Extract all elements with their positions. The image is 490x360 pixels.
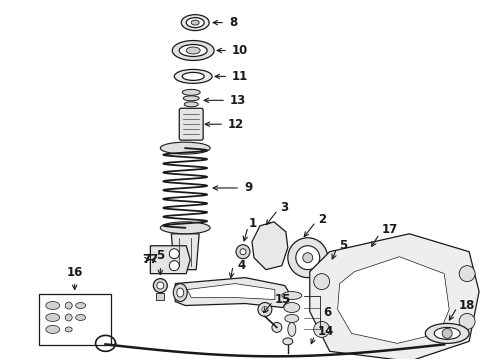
Text: 8: 8 xyxy=(229,16,237,29)
Ellipse shape xyxy=(46,302,60,310)
Circle shape xyxy=(236,245,250,259)
Circle shape xyxy=(442,328,452,338)
Text: 11: 11 xyxy=(232,70,248,83)
Ellipse shape xyxy=(153,279,167,293)
Text: 2: 2 xyxy=(318,213,326,226)
Ellipse shape xyxy=(46,325,60,333)
Circle shape xyxy=(459,314,475,329)
Circle shape xyxy=(303,253,313,263)
Text: 12: 12 xyxy=(228,118,245,131)
Circle shape xyxy=(288,238,328,278)
Circle shape xyxy=(314,274,330,289)
Ellipse shape xyxy=(179,45,207,57)
Ellipse shape xyxy=(182,89,200,95)
Ellipse shape xyxy=(157,282,164,289)
Ellipse shape xyxy=(184,102,198,107)
Ellipse shape xyxy=(172,41,214,60)
Polygon shape xyxy=(252,222,288,270)
Ellipse shape xyxy=(182,72,204,80)
Ellipse shape xyxy=(191,20,199,25)
Text: 7: 7 xyxy=(149,253,157,266)
Ellipse shape xyxy=(65,302,72,309)
Text: 16: 16 xyxy=(67,266,83,279)
Ellipse shape xyxy=(46,314,60,321)
Circle shape xyxy=(262,306,268,312)
Polygon shape xyxy=(338,257,449,343)
FancyBboxPatch shape xyxy=(179,108,203,140)
Ellipse shape xyxy=(65,314,72,321)
Ellipse shape xyxy=(177,288,184,297)
Text: 9: 9 xyxy=(244,181,252,194)
Text: 4: 4 xyxy=(237,259,245,272)
Ellipse shape xyxy=(285,315,299,323)
Ellipse shape xyxy=(75,315,86,320)
Text: 18: 18 xyxy=(459,299,476,312)
Polygon shape xyxy=(310,234,479,360)
Ellipse shape xyxy=(284,302,300,312)
Ellipse shape xyxy=(173,284,187,302)
Ellipse shape xyxy=(186,47,200,54)
Ellipse shape xyxy=(65,327,72,332)
Text: 6: 6 xyxy=(324,306,332,319)
FancyBboxPatch shape xyxy=(39,293,111,345)
Text: 3: 3 xyxy=(280,201,288,215)
Circle shape xyxy=(272,323,282,332)
Polygon shape xyxy=(150,246,190,274)
Ellipse shape xyxy=(160,142,210,154)
Ellipse shape xyxy=(183,96,199,101)
Ellipse shape xyxy=(434,328,460,339)
FancyBboxPatch shape xyxy=(156,293,164,300)
Ellipse shape xyxy=(75,302,86,309)
Text: 1: 1 xyxy=(249,217,257,230)
Circle shape xyxy=(169,261,179,271)
Ellipse shape xyxy=(283,338,293,345)
Polygon shape xyxy=(321,263,348,283)
Circle shape xyxy=(314,321,330,337)
Circle shape xyxy=(459,266,475,282)
Ellipse shape xyxy=(160,222,210,234)
Circle shape xyxy=(169,249,179,259)
Ellipse shape xyxy=(174,69,212,84)
Polygon shape xyxy=(172,234,199,270)
Ellipse shape xyxy=(186,18,204,28)
Ellipse shape xyxy=(282,292,302,300)
Text: 10: 10 xyxy=(232,44,248,57)
Circle shape xyxy=(240,249,246,255)
Text: 7: 7 xyxy=(142,253,150,266)
Polygon shape xyxy=(187,284,275,300)
Circle shape xyxy=(258,302,272,316)
Ellipse shape xyxy=(425,323,469,343)
Circle shape xyxy=(296,246,319,270)
Text: 5: 5 xyxy=(339,239,347,252)
Text: 17: 17 xyxy=(382,223,398,236)
Text: 14: 14 xyxy=(318,325,334,338)
Text: 5: 5 xyxy=(156,249,165,262)
Text: 13: 13 xyxy=(230,94,246,107)
Ellipse shape xyxy=(181,15,209,31)
Ellipse shape xyxy=(288,323,296,336)
Text: 15: 15 xyxy=(275,293,291,306)
Polygon shape xyxy=(175,278,291,307)
